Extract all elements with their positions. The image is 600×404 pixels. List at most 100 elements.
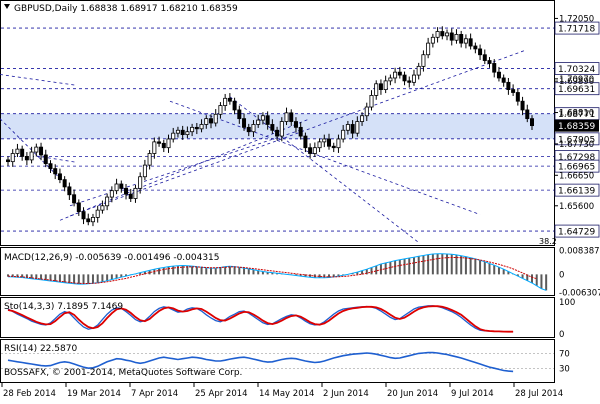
candle-body bbox=[388, 77, 393, 82]
candle-body bbox=[100, 205, 105, 211]
candle-body bbox=[374, 83, 379, 96]
candle-body bbox=[303, 135, 308, 149]
candle-body bbox=[378, 83, 383, 90]
candle-body bbox=[293, 121, 298, 128]
level-label: 1.71718 bbox=[558, 25, 595, 35]
level-label: 1.69631 bbox=[558, 85, 595, 95]
price-tick-label: 1.69890 bbox=[559, 77, 594, 87]
level-tag bbox=[554, 132, 600, 146]
candle-body bbox=[270, 124, 275, 131]
candle-body bbox=[487, 60, 492, 64]
level-tag bbox=[554, 82, 600, 96]
trend-line bbox=[169, 100, 481, 215]
price-tick-label: 1.68810 bbox=[559, 109, 594, 119]
candle-body bbox=[227, 97, 232, 102]
price-tick-label: 1.66650 bbox=[559, 171, 594, 181]
candle-body bbox=[147, 153, 152, 166]
level-tag bbox=[554, 159, 600, 173]
candle-body bbox=[298, 126, 303, 137]
candle-body bbox=[48, 163, 53, 170]
trend-line bbox=[0, 74, 77, 86]
candle-body bbox=[232, 100, 237, 111]
candle-body bbox=[20, 148, 25, 157]
macd-tick-label: 0.008387 bbox=[559, 246, 600, 256]
candle-body bbox=[180, 129, 185, 136]
candle-body bbox=[482, 54, 487, 61]
candle-body bbox=[72, 194, 77, 204]
candle-body bbox=[237, 109, 242, 120]
price-tick-label: 1.65600 bbox=[559, 202, 594, 212]
candle-body bbox=[322, 138, 327, 143]
date-label: 28 Feb 2014 bbox=[3, 389, 56, 399]
candle-body bbox=[336, 138, 341, 149]
rsi-line bbox=[7, 351, 514, 373]
price-tick-label: 1.70970 bbox=[559, 75, 594, 85]
date-label: 20 Jun 2014 bbox=[387, 389, 438, 399]
candle-body bbox=[161, 142, 166, 149]
candle-body bbox=[426, 42, 431, 56]
trend-line bbox=[29, 154, 77, 163]
candle-body bbox=[114, 183, 119, 192]
date-label: 25 Apr 2014 bbox=[195, 389, 248, 399]
candle-body bbox=[105, 196, 110, 207]
macd-tick-label: -0.006307 bbox=[559, 288, 600, 298]
menu-triangle-icon bbox=[4, 4, 10, 9]
candle-body bbox=[62, 179, 67, 188]
candle-body bbox=[312, 147, 317, 154]
candle-body bbox=[383, 80, 388, 90]
candle-body bbox=[416, 65, 421, 76]
level-label: 1.67298 bbox=[558, 153, 595, 163]
candle-body bbox=[317, 141, 322, 149]
level-label: 1.68771 bbox=[558, 110, 595, 120]
date-label: 14 May 2014 bbox=[259, 389, 314, 399]
price-tick-label: 1.67730 bbox=[559, 140, 594, 150]
candle-body bbox=[407, 80, 412, 83]
level-tag bbox=[554, 21, 600, 35]
rsi-tick-label: 30 bbox=[559, 365, 570, 375]
candle-body bbox=[204, 118, 209, 125]
candle-body bbox=[331, 145, 336, 149]
level-tag bbox=[554, 224, 600, 238]
candle-body bbox=[440, 31, 445, 37]
copyright-text: BOSSAFX, © 2001-2014, MetaQuotes Softwar… bbox=[4, 368, 242, 378]
candle-body bbox=[194, 126, 199, 130]
candle-body bbox=[15, 148, 20, 154]
candle-body bbox=[308, 147, 313, 154]
candle-body bbox=[496, 71, 501, 79]
trend-line bbox=[59, 118, 311, 221]
trend-line bbox=[0, 118, 71, 189]
rsi-tick-label: 70 bbox=[559, 349, 570, 359]
candle-body bbox=[81, 211, 86, 220]
candle-body bbox=[345, 124, 350, 131]
candle-body bbox=[142, 164, 147, 178]
candle-body bbox=[199, 124, 204, 130]
candle-body bbox=[260, 115, 265, 121]
trend-line bbox=[69, 50, 526, 217]
level-tag bbox=[554, 62, 600, 75]
candle-body bbox=[511, 89, 516, 93]
candle-body bbox=[185, 131, 190, 136]
candle-body bbox=[492, 63, 497, 73]
date-label: 9 Jul 2014 bbox=[451, 389, 494, 399]
sto-tick-label: 100 bbox=[559, 298, 575, 308]
candle-body bbox=[190, 126, 195, 133]
candle-body bbox=[435, 31, 440, 38]
rsi-label: RSI(14) 22.5870 bbox=[4, 344, 77, 354]
candle-body bbox=[369, 95, 374, 108]
candle-body bbox=[39, 146, 44, 156]
candle-body bbox=[242, 118, 247, 128]
candle-body bbox=[133, 187, 138, 199]
candle-body bbox=[341, 129, 346, 140]
candle-body bbox=[67, 186, 72, 196]
candle-body bbox=[208, 118, 213, 124]
candle-body bbox=[251, 124, 256, 133]
candle-body bbox=[218, 105, 223, 115]
stochastic-label: Sto(14,3,3) 7.1895 7.1469 bbox=[4, 302, 123, 312]
candle-body bbox=[454, 34, 459, 41]
candle-body bbox=[43, 154, 48, 165]
candle-body bbox=[530, 118, 535, 127]
candle-body bbox=[57, 173, 62, 181]
candle-body bbox=[119, 183, 124, 189]
candle-body bbox=[421, 54, 426, 67]
